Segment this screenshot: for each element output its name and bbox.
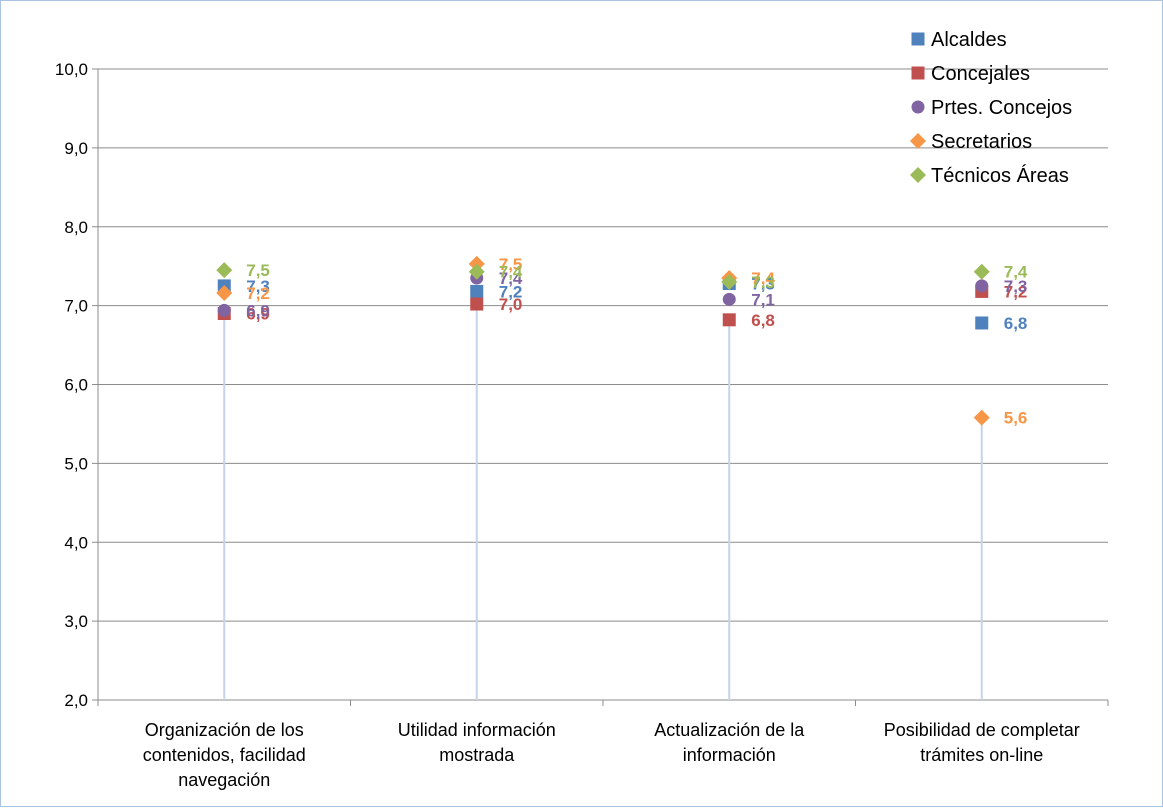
legend-marker [911,32,925,46]
drop-lines [223,304,983,700]
data-point [721,273,738,290]
data-label: 6,9 [246,305,270,324]
data-label: 6,8 [1004,314,1028,333]
data-label: 6,8 [751,311,775,330]
x-category-label: Utilidad información mostrada [398,720,556,765]
data-point [216,262,233,279]
data-label: 7,0 [499,295,523,314]
gridlines [98,68,1108,622]
data-label: 7,4 [751,269,775,288]
data-point [973,263,990,280]
data-point [470,284,484,298]
legend-label: Técnicos Áreas [931,164,1069,187]
data-point [216,285,233,302]
y-tick-label: 5,0 [64,454,88,473]
category-labels: Organización de los contenidos, facilidad… [143,720,1080,790]
y-tick-label: 3,0 [64,612,88,631]
y-tick-label: 10,0 [55,60,88,79]
data-label: 7,3 [751,273,775,292]
data-point [975,316,989,330]
data-label: 5,6 [1004,409,1028,428]
data-label: 7,3 [1004,277,1028,296]
x-category-label: Actualización de la información [654,720,805,765]
data-label: 7,4 [1004,263,1028,282]
markers [216,255,990,426]
y-tick-label: 4,0 [64,533,88,552]
data-label: 7,1 [751,290,775,309]
data-point [468,263,485,280]
y-tick-label: 2,0 [64,691,88,710]
data-point [973,409,990,426]
data-label: 7,2 [499,282,523,301]
data-point [470,297,484,311]
legend: Alcaldes Concejales Prtes. Concejos Secreta… [910,29,1072,187]
data-labels: 7,3 7,2 7,36,86,9 7,06,87,26,97,47,17,37,27… [246,255,1028,428]
legend-marker [910,133,926,149]
data-point [217,303,231,317]
y-tick-label: 8,0 [64,218,88,237]
data-label: 7,2 [1004,282,1028,301]
legend-marker [911,66,925,80]
y-tick-labels: 2,0 3,0 4,0 5,0 6,0 7,0 8,0 9,0 10,0 [55,60,88,710]
legend-marker [910,167,926,183]
data-label: 7,5 [499,255,523,274]
y-tick-label: 6,0 [64,376,88,395]
data-label: 7,4 [499,263,523,282]
data-point [975,279,989,293]
legend-label: Secretarios [931,131,1032,153]
data-point [722,313,736,327]
x-category-label: Organización de los contenidos, facilidad… [143,720,306,790]
data-label: 6,9 [246,301,270,320]
data-point [722,292,736,306]
data-label: 7,2 [246,284,270,303]
data-label: 7,4 [499,269,523,288]
data-label: 7,3 [246,277,270,296]
legend-marker [911,100,925,114]
legend-label: Prtes. Concejos [931,97,1072,119]
y-tick-label: 9,0 [64,139,88,158]
x-category-label: Posibilidad de completar trámites on-line [884,720,1080,765]
legend-label: Alcaldes [931,29,1007,51]
axes [92,68,1109,706]
data-label: 7,3 [751,275,775,294]
legend-label: Concejales [931,63,1030,85]
y-tick-label: 7,0 [64,297,88,316]
data-label: 7,5 [246,261,270,280]
